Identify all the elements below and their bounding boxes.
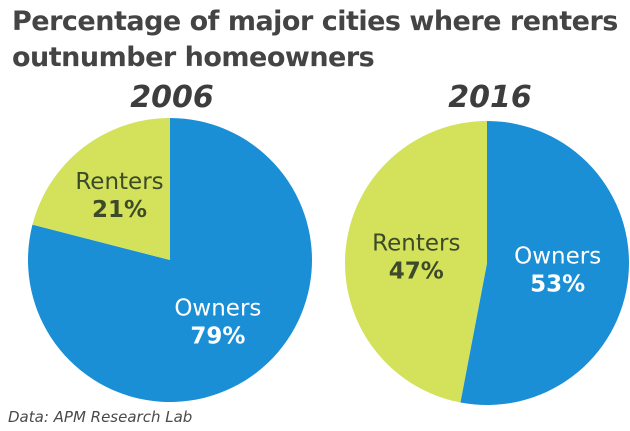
slice-name-owners-2006: Owners bbox=[174, 296, 261, 322]
slice-value-renters-2016: 47% bbox=[389, 258, 444, 284]
slice-value-owners-2016: 53% bbox=[530, 272, 585, 298]
slice-name-owners-2016: Owners bbox=[514, 244, 601, 270]
source-note: Data: APM Research Lab bbox=[8, 408, 193, 426]
pie-slice-renters-2016 bbox=[344, 121, 487, 403]
slice-value-renters-2006: 21% bbox=[92, 197, 147, 223]
chart-title: Percentage of major cities where renters… bbox=[12, 6, 618, 73]
pie-slice-renters-2006 bbox=[32, 118, 171, 260]
pie-title-2016: 2016 bbox=[448, 80, 532, 115]
pie-slice-owners-2016 bbox=[460, 121, 629, 406]
slice-value-owners-2006: 79% bbox=[190, 324, 245, 350]
slice-name-renters-2006: Renters bbox=[75, 169, 163, 195]
slice-name-renters-2016: Renters bbox=[372, 230, 460, 256]
pie-title-2006: 2006 bbox=[130, 80, 214, 115]
